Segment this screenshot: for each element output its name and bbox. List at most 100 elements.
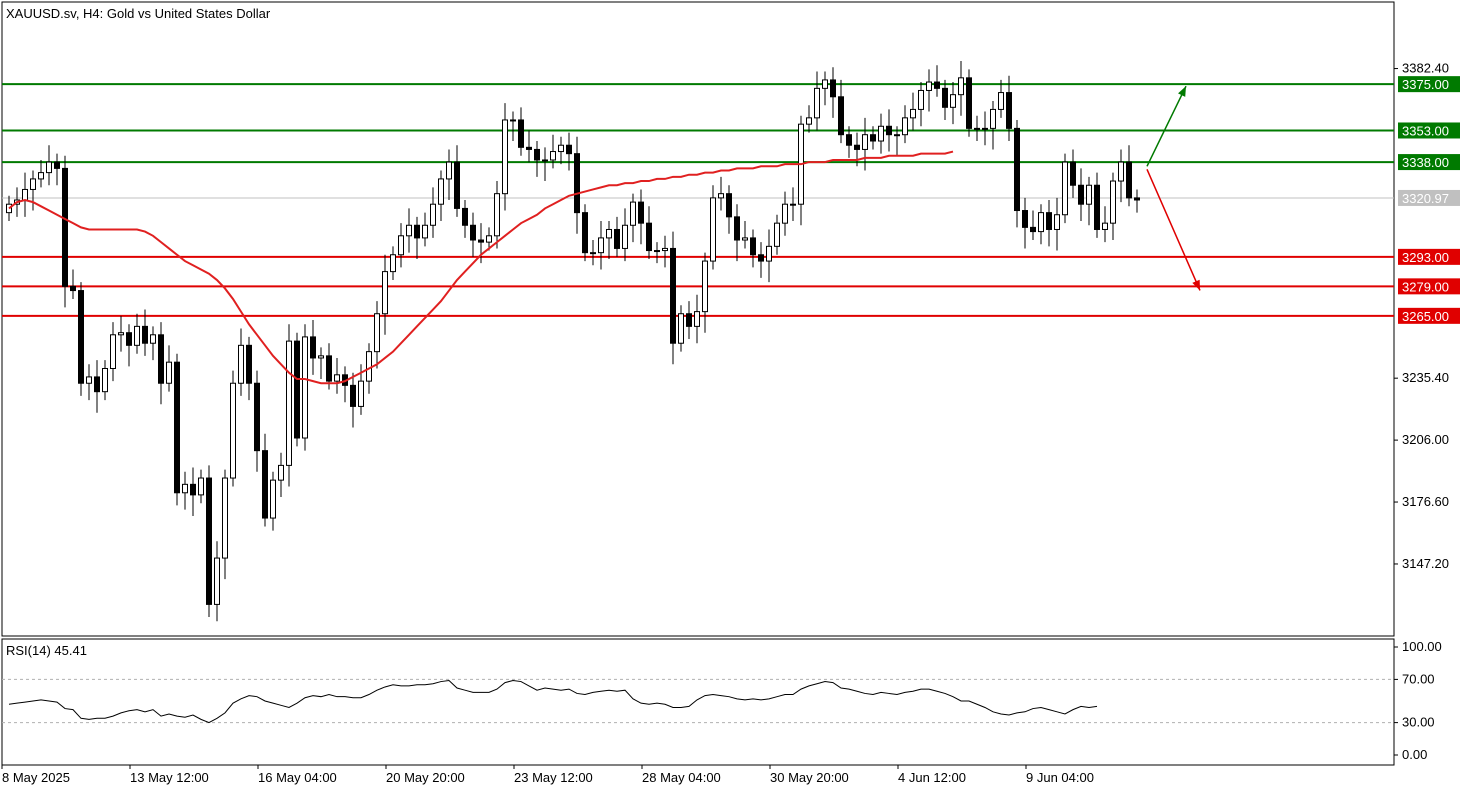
- candle: [1086, 176, 1092, 226]
- candle: [150, 326, 156, 361]
- rsi-tick-label: 70.00: [1402, 671, 1435, 686]
- candle: [94, 360, 100, 413]
- candle: [870, 126, 876, 150]
- bullish-candle-body: [630, 201, 636, 226]
- candle: [294, 332, 300, 447]
- bullish-candle-body: [702, 260, 708, 313]
- bearish-candle-body: [462, 207, 468, 226]
- bearish-candle-body: [846, 134, 852, 146]
- bearish-candle-body: [126, 332, 132, 346]
- bullish-candle-body: [46, 161, 52, 174]
- bullish-candle-body: [774, 222, 780, 247]
- bullish-candle-body: [1038, 212, 1044, 233]
- candle: [534, 141, 540, 177]
- price-tick-label: 3235.40: [1402, 370, 1449, 385]
- bullish-candle-body: [366, 351, 372, 382]
- bearish-candle-body: [1078, 184, 1084, 205]
- bearish-candle-body: [1014, 127, 1020, 212]
- bullish-candle-body: [822, 79, 828, 89]
- candle: [1062, 153, 1068, 224]
- candle: [254, 370, 260, 472]
- bullish-candle-body: [422, 224, 428, 239]
- candle: [70, 269, 76, 299]
- bearish-candle-body: [566, 144, 572, 155]
- candle: [550, 134, 556, 169]
- candle: [230, 370, 236, 487]
- bullish-candle-body: [550, 151, 556, 161]
- candle: [710, 185, 716, 270]
- candle: [310, 320, 316, 375]
- bullish-candle-body: [814, 87, 820, 119]
- bullish-candle-body: [958, 77, 964, 96]
- bearish-candle-body: [350, 384, 356, 407]
- bearish-candle-body: [62, 167, 68, 287]
- time-tick-label: 23 May 12:00: [514, 770, 593, 785]
- bearish-candle-body: [886, 125, 892, 136]
- candle: [374, 301, 380, 369]
- candle: [438, 170, 444, 222]
- candle: [270, 471, 276, 531]
- candle: [1070, 149, 1076, 198]
- rsi-tick-label: 0.00: [1402, 747, 1427, 762]
- candle: [910, 92, 916, 131]
- bullish-candle-body: [494, 193, 500, 237]
- bullish-candle-body: [998, 92, 1004, 110]
- candle: [1094, 172, 1100, 238]
- bearish-candle-body: [614, 228, 620, 249]
- candle: [198, 469, 204, 504]
- candle: [206, 465, 212, 618]
- bullish-candle-body: [502, 119, 508, 195]
- rsi-label: RSI(14) 45.41: [6, 643, 87, 658]
- candle: [734, 204, 740, 262]
- bearish-candle-body: [1134, 197, 1140, 201]
- bullish-candle-body: [694, 311, 700, 327]
- candle: [1078, 168, 1084, 222]
- bullish-candle-body: [918, 89, 924, 110]
- bearish-candle-body: [726, 193, 732, 218]
- bullish-candle-body: [782, 203, 788, 224]
- candle: [278, 452, 284, 497]
- candle: [1102, 206, 1108, 243]
- candle: [814, 71, 820, 131]
- bullish-candle-body: [486, 235, 492, 243]
- rsi-tick-label: 100.00: [1402, 639, 1442, 654]
- candle: [118, 315, 124, 352]
- moving-average-line: [8, 150, 954, 385]
- candle: [398, 223, 404, 268]
- support-level-label-bg: [1398, 278, 1460, 295]
- candle: [102, 360, 108, 401]
- bullish-candle-body: [862, 134, 868, 150]
- bearish-candle-body: [1030, 226, 1036, 233]
- time-tick-label: 20 May 20:00: [386, 770, 465, 785]
- bullish-candle-body: [878, 125, 884, 142]
- candle: [78, 282, 84, 396]
- candle: [1030, 210, 1036, 241]
- resistance-level-label: 3353.00: [1402, 123, 1449, 138]
- candle: [182, 471, 188, 510]
- candle: [590, 240, 596, 266]
- bullish-candle-body: [510, 119, 516, 122]
- candle: [110, 322, 116, 382]
- bearish-candle-body: [574, 153, 580, 214]
- candle: [862, 117, 868, 171]
- support-level-label: 3265.00: [1402, 309, 1449, 324]
- candle: [838, 79, 844, 144]
- candle: [566, 132, 572, 171]
- bullish-arrow-head: [1178, 86, 1186, 97]
- candle: [518, 107, 524, 156]
- time-tick-label: 16 May 04:00: [258, 770, 337, 785]
- bullish-candle-body: [270, 479, 276, 519]
- rsi-tick-label: 30.00: [1402, 715, 1435, 730]
- bearish-candle-body: [470, 224, 476, 241]
- candle: [126, 324, 132, 367]
- bearish-candle-body: [310, 336, 316, 359]
- candle: [1038, 204, 1044, 245]
- bullish-arrow: [1146, 85, 1187, 167]
- candle: [62, 155, 68, 308]
- bearish-candle-body: [174, 361, 180, 494]
- candle: [758, 242, 764, 278]
- bullish-candle-body: [238, 344, 244, 384]
- candle: [414, 216, 420, 259]
- bullish-candle-body: [358, 380, 364, 407]
- bearish-candle-body: [1070, 161, 1076, 186]
